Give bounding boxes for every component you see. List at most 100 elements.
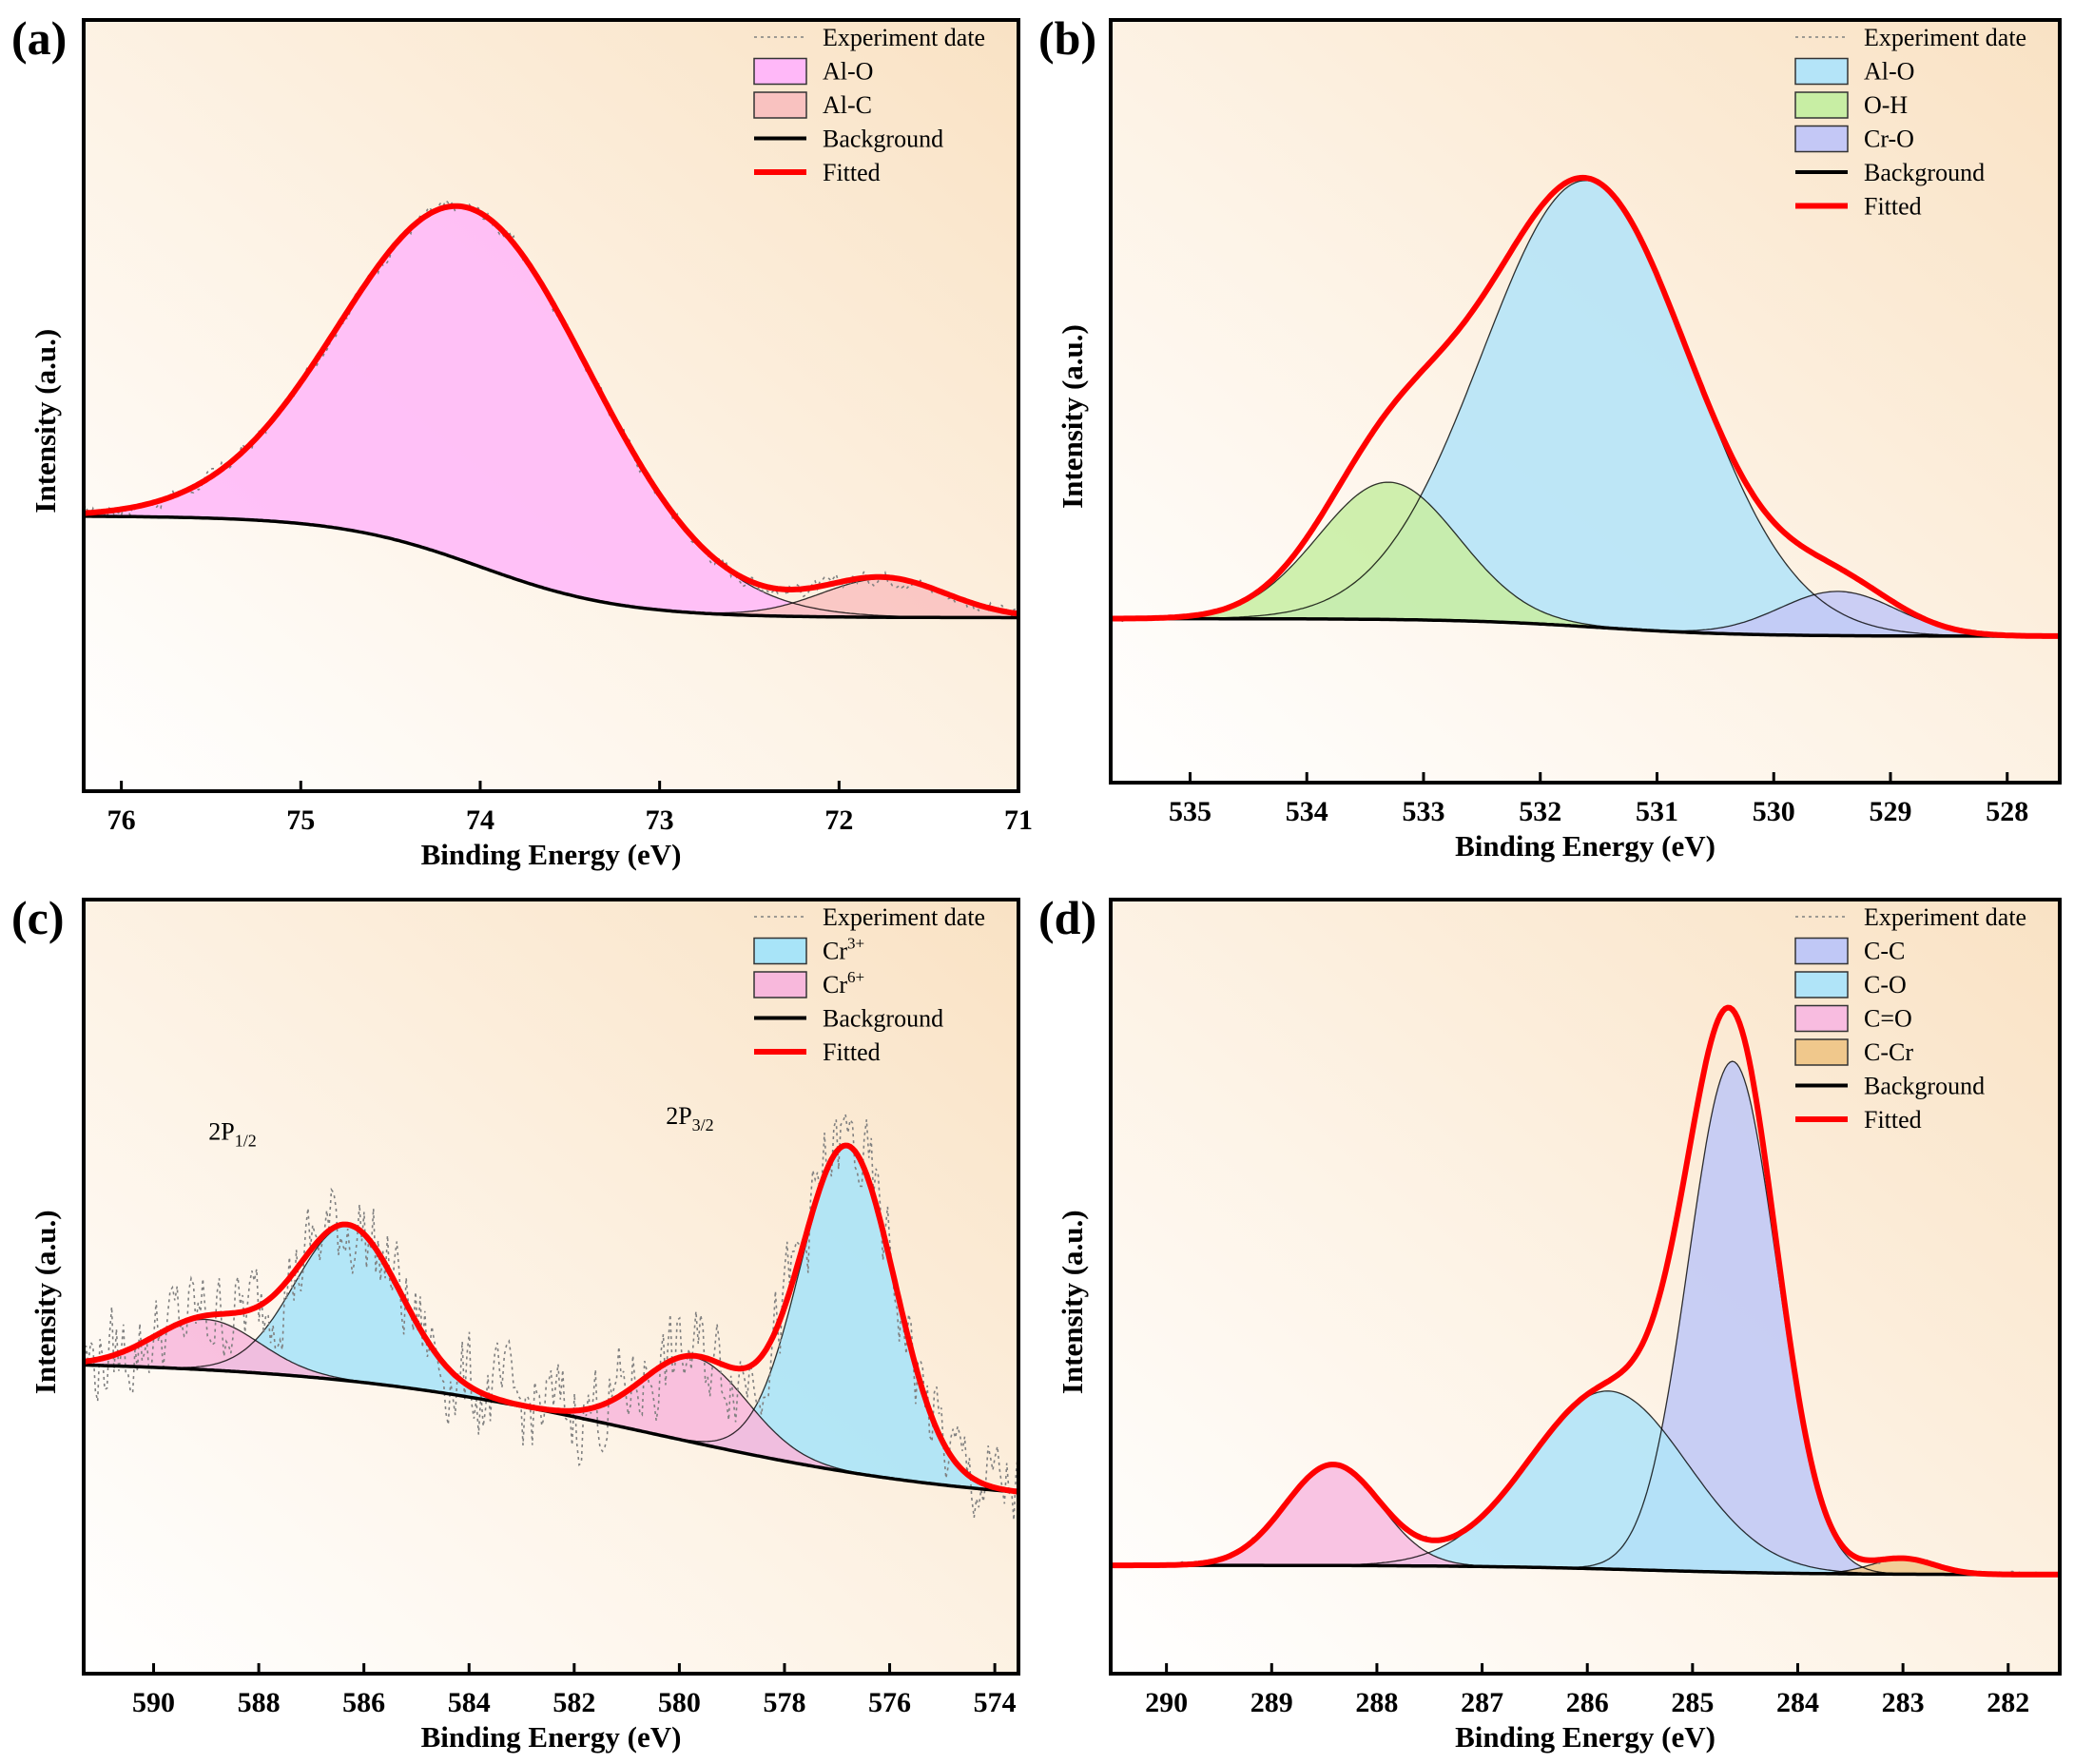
legend-label: C-C: [1864, 938, 1905, 965]
y-axis-label: Intensity (a.u.): [29, 1210, 62, 1394]
legend-item-al-o: Al-O: [1794, 57, 1914, 86]
component-fill-c=o: [1111, 1464, 2060, 1575]
x-tick-label: 576: [868, 1687, 911, 1718]
x-tick-label: 288: [1355, 1687, 1398, 1718]
background-line: [84, 514, 1018, 620]
x-tick-label: 574: [974, 1687, 1017, 1718]
x-tick-label: 72: [824, 804, 853, 836]
fitted-line: [1111, 1004, 2060, 1578]
legend-swatch: [1794, 57, 1849, 86]
legend-item-fitted: Fitted: [1795, 193, 1922, 221]
legend-item-fitted: Fitted: [754, 159, 881, 186]
legend-superscript: 3+: [847, 935, 864, 953]
legend-item-cr6+: Cr6+: [753, 968, 864, 998]
x-tick-label: 535: [1169, 796, 1211, 827]
fitted-line: [1111, 174, 2060, 639]
legend-item-experiment: Experiment date: [754, 24, 985, 51]
plot-frame: [1109, 18, 2062, 785]
legend-superscript: 6+: [847, 968, 864, 986]
legend-label: O-H: [1864, 91, 1908, 119]
legend-label: Background: [823, 1005, 943, 1033]
component-fill-cr3+: [84, 1226, 1018, 1493]
x-tick-label: 586: [342, 1687, 385, 1718]
legend-label: Experiment date: [1864, 903, 2026, 931]
legend-label: C-O: [1864, 971, 1907, 998]
legend-label: Fitted: [1864, 193, 1922, 221]
x-tick-label: 528: [1986, 796, 2028, 827]
legend-item-fitted: Fitted: [754, 1038, 881, 1066]
x-tick-label: 588: [238, 1687, 281, 1718]
component-fill-cr6+: [84, 1319, 1018, 1493]
annotation-subscript: 3/2: [692, 1115, 714, 1134]
legend-label: Experiment date: [823, 24, 985, 51]
x-tick-label: 530: [1753, 796, 1795, 827]
panel-label: (b): [1038, 11, 1096, 65]
panel-label: (a): [11, 11, 67, 65]
x-tick-label: 533: [1402, 796, 1444, 827]
fitted-line: [84, 203, 1018, 617]
legend-label: C-Cr: [1864, 1038, 1913, 1066]
x-tick-label: 531: [1636, 796, 1678, 827]
legend-swatch: [753, 971, 807, 998]
legend-label: Background: [1864, 1073, 1985, 1100]
legend-item-al-o: Al-O: [753, 58, 873, 86]
legend-label: Experiment date: [1864, 24, 2026, 51]
panel-d: 290 289 288 287 286 285 284 283 282 Binding Energ…: [1038, 891, 2062, 1754]
plot-content: [1111, 1004, 2060, 1579]
legend-item-experiment: Experiment date: [1795, 903, 2026, 931]
legend-item-c-o: C-O: [1794, 971, 1907, 998]
plot-frame: [82, 898, 1020, 1676]
annotation-subscript: 1/2: [235, 1131, 257, 1150]
legend-item-c-cr: C-Cr: [1794, 1038, 1913, 1066]
legend-swatch: [753, 937, 807, 965]
x-tick-label: 532: [1519, 796, 1561, 827]
legend-item-experiment: Experiment date: [1795, 24, 2026, 51]
x-tick-label: 578: [763, 1687, 805, 1718]
component-fill-al-c: [84, 515, 1018, 618]
legend-label: Cr-O: [1864, 126, 1914, 153]
component-fill-o-h: [1111, 482, 2060, 636]
x-axis-label: Binding Energy (eV): [421, 838, 682, 871]
x-tick-label: 285: [1671, 1687, 1714, 1718]
plot-content: [84, 199, 1018, 620]
x-axis-label: Binding Energy (eV): [421, 1720, 682, 1754]
x-tick-label: 284: [1776, 1687, 1819, 1718]
component-fill-al-o: [84, 205, 1018, 618]
legend-item-o-h: O-H: [1794, 91, 1908, 119]
x-tick-label: 584: [448, 1687, 491, 1718]
legend-label: Fitted: [823, 159, 881, 186]
component-fill-al-o: [1111, 180, 2060, 637]
legend-item-al-c: Al-C: [753, 91, 872, 119]
legend-item-background: Background: [754, 1005, 943, 1033]
legend-label: Fitted: [823, 1038, 881, 1066]
x-tick-label: 582: [552, 1687, 595, 1718]
legend-label: Al-O: [823, 58, 873, 86]
legend-swatch: [1794, 1004, 1849, 1033]
legend-item-c-c: C-C: [1794, 937, 1905, 965]
background-line: [1111, 1563, 2060, 1577]
legend-item-background: Background: [1795, 159, 1985, 186]
component-fill-cr3+: [84, 1147, 1018, 1493]
x-tick-label: 286: [1566, 1687, 1609, 1718]
plot-frame: [82, 18, 1020, 793]
plot-content: [84, 1114, 1018, 1521]
legend-item-cr-o: Cr-O: [1794, 126, 1914, 153]
component-fill-cr6+: [84, 1357, 1018, 1493]
legend-item-fitted: Fitted: [1795, 1106, 1922, 1134]
legend-swatch: [1794, 937, 1849, 965]
x-tick-label: 74: [466, 804, 494, 836]
component-fill-c-o: [1111, 1390, 2060, 1575]
x-tick-label: 75: [286, 804, 315, 836]
legend-label: Al-C: [823, 91, 872, 119]
legend-swatch: [753, 91, 807, 119]
x-tick-label: 534: [1286, 796, 1328, 827]
legend: Experiment date Al-O Al-C Background Fitted: [753, 24, 985, 186]
legend: Experiment date Al-O O-H Cr-O Background Fitt…: [1794, 24, 2026, 221]
x-tick-label: 590: [132, 1687, 175, 1718]
x-tick-label: 73: [646, 804, 674, 836]
x-tick-label: 289: [1250, 1687, 1293, 1718]
x-tick-label: 290: [1145, 1687, 1188, 1718]
